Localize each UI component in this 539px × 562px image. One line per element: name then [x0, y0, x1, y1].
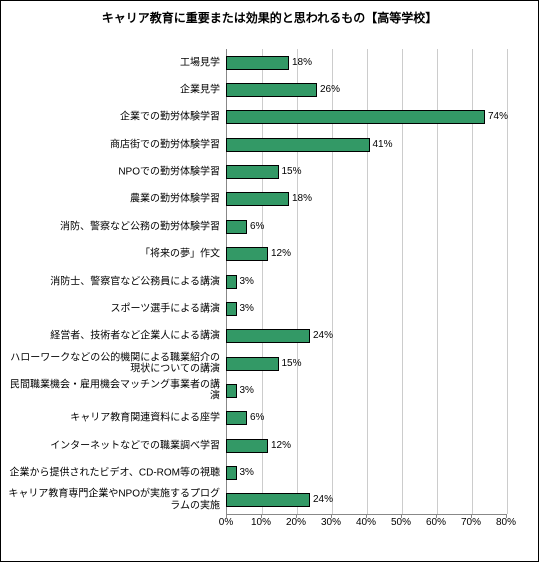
bar-value-label: 12%: [271, 439, 291, 453]
x-tick-label: 70%: [456, 517, 486, 528]
chart-title: キャリア教育に重要または効果的と思われるもの【高等学校】: [1, 1, 538, 30]
bar-row: 12%: [226, 439, 506, 453]
bar-row: 3%: [226, 466, 506, 480]
bar: [226, 466, 237, 480]
bar-row: 24%: [226, 329, 506, 343]
bar-row: 3%: [226, 275, 506, 289]
bar-row: 74%: [226, 110, 506, 124]
bar: [226, 357, 279, 371]
bar-value-label: 74%: [488, 110, 508, 124]
bar: [226, 192, 289, 206]
category-label: キャリア教育関連資料による座学: [70, 413, 220, 425]
bar-row: 12%: [226, 247, 506, 261]
bar-row: 15%: [226, 357, 506, 371]
category-label: 経営者、技術者など企業人による講演: [50, 330, 220, 342]
x-tick-label: 40%: [351, 517, 381, 528]
x-tick-label: 60%: [421, 517, 451, 528]
bar-value-label: 15%: [282, 357, 302, 371]
category-label: 企業での勤労体験学習: [120, 112, 220, 124]
x-tick-label: 30%: [316, 517, 346, 528]
bar-value-label: 6%: [250, 220, 264, 234]
bar: [226, 302, 237, 316]
bar: [226, 56, 289, 70]
bar-row: 6%: [226, 411, 506, 425]
bar: [226, 83, 317, 97]
category-label: インターネットなどでの職業調べ学習: [50, 440, 220, 452]
x-tick-label: 0%: [211, 517, 241, 528]
bar-value-label: 18%: [292, 56, 312, 70]
category-label: 企業見学: [180, 84, 220, 96]
category-label: 農業の勤労体験学習: [130, 194, 220, 206]
bar: [226, 411, 247, 425]
x-tick-label: 50%: [386, 517, 416, 528]
bar: [226, 384, 237, 398]
category-label: ハローワークなどの公的機関による職業紹介の現状についての講演: [5, 352, 220, 375]
category-label: 民間職業機会・雇用機会マッチング事業者の講演: [5, 379, 220, 402]
category-label: 工場見学: [180, 57, 220, 69]
category-label: キャリア教育専門企業やNPOが実施するプログラムの実施: [5, 489, 220, 512]
bar-value-label: 18%: [292, 192, 312, 206]
bar-row: 15%: [226, 165, 506, 179]
bar: [226, 439, 268, 453]
bar-value-label: 3%: [240, 384, 254, 398]
bar-row: 41%: [226, 138, 506, 152]
bar: [226, 275, 237, 289]
bar-value-label: 12%: [271, 247, 291, 261]
category-label: 商店街での勤労体験学習: [110, 139, 220, 151]
bar-row: 6%: [226, 220, 506, 234]
bar-value-label: 3%: [240, 275, 254, 289]
x-tick-label: 10%: [246, 517, 276, 528]
bar-row: 3%: [226, 384, 506, 398]
bar: [226, 110, 485, 124]
bar: [226, 493, 310, 507]
bar: [226, 220, 247, 234]
bar-value-label: 41%: [373, 138, 393, 152]
bar-value-label: 24%: [313, 493, 333, 507]
x-tick-label: 80%: [491, 517, 521, 528]
bar-value-label: 15%: [282, 165, 302, 179]
category-label: スポーツ選手による講演: [111, 303, 221, 315]
bar-value-label: 24%: [313, 329, 333, 343]
category-label: 企業から提供されたビデオ、CD-ROM等の視聴: [9, 467, 220, 479]
category-label: 消防、警察など公務の勤労体験学習: [60, 221, 220, 233]
category-label: 消防士、警察官など公務員による講演: [50, 276, 220, 288]
chart-container: キャリア教育に重要または効果的と思われるもの【高等学校】 0% 10% 20% 30%…: [0, 0, 539, 562]
bar: [226, 138, 370, 152]
bar-value-label: 3%: [240, 302, 254, 316]
bar-value-label: 6%: [250, 411, 264, 425]
category-label: 「将来の夢」作文: [140, 248, 220, 260]
bar-row: 18%: [226, 192, 506, 206]
bar: [226, 247, 268, 261]
bar-value-label: 26%: [320, 83, 340, 97]
bar-value-label: 3%: [240, 466, 254, 480]
bar-row: 24%: [226, 493, 506, 507]
bar: [226, 329, 310, 343]
bar-row: 26%: [226, 83, 506, 97]
bar-row: 18%: [226, 56, 506, 70]
x-tick-label: 20%: [281, 517, 311, 528]
bar-row: 3%: [226, 302, 506, 316]
bar: [226, 165, 279, 179]
category-label: NPOでの勤労体験学習: [118, 166, 220, 178]
